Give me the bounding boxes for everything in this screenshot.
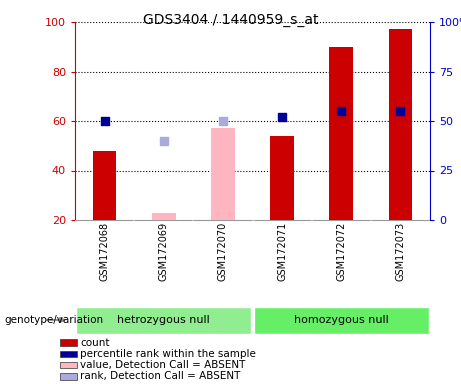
Text: homozygous null: homozygous null [294,315,389,325]
Point [397,108,404,114]
Text: hetrozygous null: hetrozygous null [118,315,210,325]
Point [278,114,286,120]
Bar [59,362,77,368]
Point [219,118,227,124]
Bar [211,128,235,220]
Bar [330,47,353,220]
Bar [270,136,294,220]
Bar [59,373,77,380]
Point [101,118,108,124]
Text: percentile rank within the sample: percentile rank within the sample [80,349,256,359]
Text: GDS3404 / 1440959_s_at: GDS3404 / 1440959_s_at [143,13,318,27]
Point [337,108,345,114]
Bar [152,213,176,220]
Text: GSM172069: GSM172069 [159,222,169,281]
Bar [254,306,429,333]
Bar [59,351,77,357]
Bar [389,30,412,220]
Text: genotype/variation: genotype/variation [5,315,104,325]
Text: GSM172072: GSM172072 [336,222,346,281]
Text: GSM172070: GSM172070 [218,222,228,281]
Text: GSM172071: GSM172071 [277,222,287,281]
Bar [76,306,251,333]
Text: count: count [80,338,110,348]
Text: GSM172073: GSM172073 [396,222,405,281]
Text: value, Detection Call = ABSENT: value, Detection Call = ABSENT [80,360,246,370]
Bar [59,339,77,346]
Text: GSM172068: GSM172068 [100,222,110,281]
Point [160,138,167,144]
Bar [93,151,117,220]
Text: rank, Detection Call = ABSENT: rank, Detection Call = ABSENT [80,371,241,381]
